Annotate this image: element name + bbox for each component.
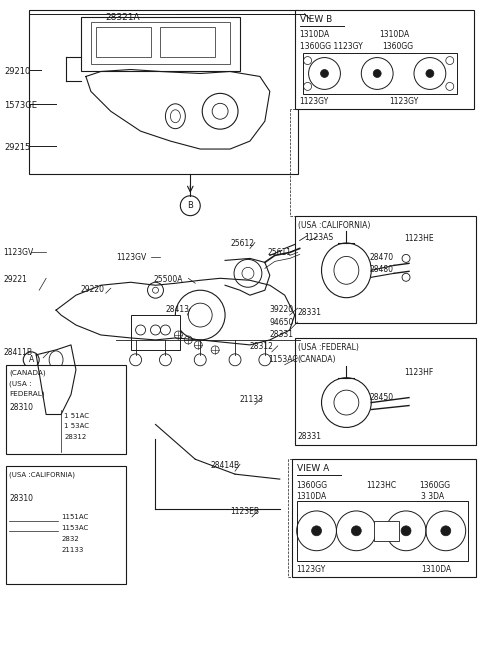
Text: 21133: 21133 bbox=[240, 395, 264, 403]
Text: 28331: 28331 bbox=[270, 330, 294, 339]
Bar bbox=[292, 459, 476, 577]
Text: 1 53AC: 1 53AC bbox=[64, 424, 89, 430]
Text: (USA :: (USA : bbox=[9, 380, 32, 387]
Text: 94650: 94650 bbox=[270, 318, 294, 327]
Text: 28414B: 28414B bbox=[210, 461, 240, 470]
Text: 29210: 29210 bbox=[4, 66, 31, 76]
Bar bbox=[91, 22, 230, 64]
Text: 28480: 28480 bbox=[369, 265, 393, 275]
Text: 1153AC: 1153AC bbox=[268, 355, 298, 364]
Text: (USA :CALIFORNIA): (USA :CALIFORNIA) bbox=[9, 471, 75, 478]
Text: 3 3DA: 3 3DA bbox=[421, 492, 444, 501]
Text: VIEW B: VIEW B bbox=[300, 15, 332, 24]
Text: 1123HE: 1123HE bbox=[404, 233, 433, 242]
Text: 29215: 29215 bbox=[4, 143, 31, 152]
Text: 28321A: 28321A bbox=[106, 13, 141, 22]
Text: 39220: 39220 bbox=[270, 305, 294, 314]
Circle shape bbox=[351, 526, 361, 536]
Text: 28413: 28413 bbox=[166, 305, 190, 314]
Text: 1123HF: 1123HF bbox=[404, 368, 433, 376]
Text: 25611: 25611 bbox=[268, 248, 292, 258]
Bar bbox=[6, 466, 126, 583]
Bar bbox=[295, 215, 476, 323]
Text: 28312: 28312 bbox=[250, 342, 274, 351]
Bar bbox=[295, 10, 474, 109]
Text: 1 51AC: 1 51AC bbox=[64, 413, 89, 419]
Circle shape bbox=[321, 70, 328, 78]
Text: 1123GV: 1123GV bbox=[3, 248, 34, 258]
Bar bbox=[29, 10, 298, 174]
Bar bbox=[81, 17, 240, 72]
Text: 1310DA: 1310DA bbox=[300, 30, 330, 39]
Circle shape bbox=[373, 70, 381, 78]
Text: 1123GY: 1123GY bbox=[389, 97, 419, 106]
Text: 25500A: 25500A bbox=[154, 275, 183, 284]
Bar bbox=[131, 315, 180, 350]
Text: 1153AC: 1153AC bbox=[61, 525, 88, 531]
Text: 1123HC: 1123HC bbox=[366, 481, 396, 490]
Text: 28331: 28331 bbox=[298, 432, 322, 442]
Text: (CANADA): (CANADA) bbox=[298, 355, 336, 364]
Text: 1310DA: 1310DA bbox=[421, 564, 451, 574]
Text: 28310: 28310 bbox=[9, 403, 33, 411]
Text: FEDERAL): FEDERAL) bbox=[9, 391, 45, 397]
Bar bbox=[6, 365, 126, 454]
Bar bbox=[374, 521, 399, 541]
Text: 1573GE: 1573GE bbox=[4, 101, 37, 110]
Circle shape bbox=[401, 526, 411, 536]
Text: 1360GG: 1360GG bbox=[419, 481, 450, 490]
Text: 21133: 21133 bbox=[61, 547, 84, 553]
Text: 1123AS: 1123AS bbox=[305, 233, 334, 242]
Text: A: A bbox=[29, 355, 34, 365]
Text: 29221: 29221 bbox=[3, 275, 27, 284]
Text: (CANADA): (CANADA) bbox=[9, 370, 46, 376]
Text: B: B bbox=[187, 201, 193, 210]
Text: 25612: 25612 bbox=[230, 238, 254, 248]
Text: 1360GG: 1360GG bbox=[382, 41, 413, 51]
Text: 1360GG 1123GY: 1360GG 1123GY bbox=[300, 41, 362, 51]
Text: 1310DA: 1310DA bbox=[297, 492, 327, 501]
Circle shape bbox=[441, 526, 451, 536]
Bar bbox=[297, 501, 468, 560]
Bar bbox=[96, 27, 151, 57]
Text: 1123GY: 1123GY bbox=[300, 97, 329, 106]
Text: (USA :FEDERAL): (USA :FEDERAL) bbox=[298, 343, 359, 352]
Text: 29220: 29220 bbox=[81, 285, 105, 294]
Text: 28331: 28331 bbox=[298, 308, 322, 317]
Circle shape bbox=[312, 526, 322, 536]
Text: 1151AC: 1151AC bbox=[61, 514, 88, 520]
Text: 28450: 28450 bbox=[369, 393, 394, 401]
Circle shape bbox=[426, 70, 434, 78]
Text: 28411B: 28411B bbox=[3, 348, 32, 357]
Text: 1360GG: 1360GG bbox=[297, 481, 328, 490]
Text: VIEW A: VIEW A bbox=[297, 464, 329, 473]
Text: (USA :CALIFORNIA): (USA :CALIFORNIA) bbox=[298, 221, 370, 230]
Text: 1123GY: 1123GY bbox=[297, 564, 326, 574]
Text: 2832: 2832 bbox=[61, 536, 79, 542]
Bar bbox=[302, 53, 457, 95]
Bar bbox=[160, 27, 215, 57]
Text: 28310: 28310 bbox=[9, 494, 33, 503]
Text: 28312: 28312 bbox=[64, 434, 86, 440]
Text: 1123EB: 1123EB bbox=[230, 507, 259, 516]
Text: 1123GV: 1123GV bbox=[116, 254, 146, 262]
Text: 1310DA: 1310DA bbox=[379, 30, 409, 39]
Text: 28470: 28470 bbox=[369, 254, 394, 262]
Bar bbox=[295, 338, 476, 445]
